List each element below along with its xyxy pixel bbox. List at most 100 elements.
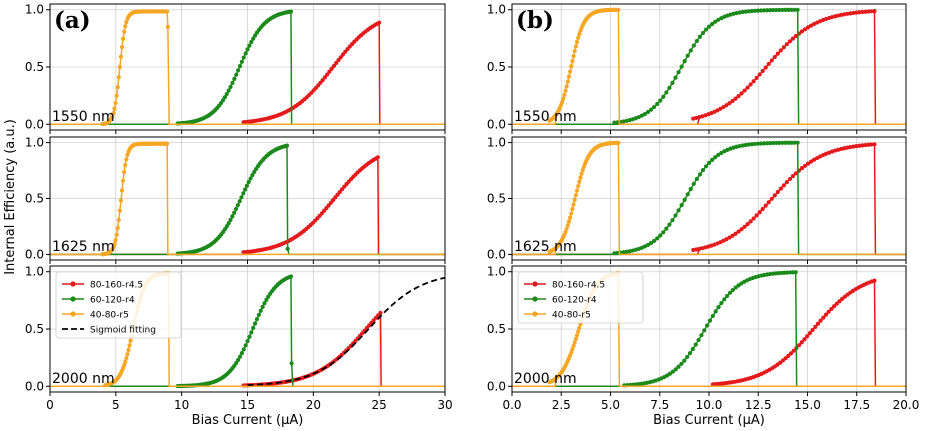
- data-point: [691, 181, 696, 186]
- data-point: [284, 143, 290, 148]
- data-point: [682, 59, 687, 64]
- data-point: [642, 111, 648, 117]
- data-point: [736, 229, 741, 234]
- markers-40-80-r5: [547, 140, 621, 254]
- data-point: [566, 219, 572, 224]
- subplot-col2-row3: 0.0 0.5 1.0 0.0 2.5 5.0 7.5 10.0 12.5 15.0 17.5 20.…: [487, 265, 919, 412]
- data-point: [751, 216, 756, 221]
- data-point: [691, 43, 696, 48]
- data-point: [576, 183, 581, 189]
- data-point: [570, 206, 575, 212]
- data-point: [743, 9, 748, 14]
- y-tick-label: 0.5: [25, 322, 44, 336]
- data-point: [264, 297, 269, 302]
- data-point: [114, 232, 119, 237]
- data-point: [165, 24, 170, 30]
- data-point: [112, 106, 117, 111]
- data-point: [661, 94, 666, 99]
- data-point: [763, 65, 768, 70]
- data-point: [165, 9, 170, 14]
- legend-box: [55, 271, 182, 339]
- data-point: [863, 142, 868, 148]
- data-point: [730, 98, 735, 104]
- data-point: [616, 140, 621, 145]
- data-point: [766, 200, 771, 205]
- legend-swatch-marker: [532, 311, 538, 317]
- data-point: [705, 323, 710, 328]
- sigmoid-fit-line: [247, 276, 445, 387]
- data-point: [237, 354, 243, 359]
- wavelength-label: 1625 nm: [52, 239, 115, 255]
- data-point: [568, 69, 573, 74]
- y-tick-label: 0.5: [487, 322, 506, 336]
- data-point: [570, 347, 575, 352]
- subplot-col1-row3: 0.0 0.5 1.0 0 5 10 15 20 25 30 2000 nm 80-160-r4.5 6…: [25, 265, 453, 412]
- data-point: [682, 197, 687, 202]
- data-point: [578, 175, 583, 180]
- data-point: [682, 358, 687, 363]
- data-point: [745, 85, 750, 90]
- data-point: [685, 192, 690, 197]
- data-point: [716, 304, 721, 310]
- data-point: [288, 274, 294, 279]
- data-point: [241, 347, 246, 352]
- wavelength-label: 1550 nm: [52, 109, 115, 125]
- data-point: [570, 58, 575, 64]
- data-point: [740, 9, 745, 15]
- data-point: [768, 8, 773, 13]
- legend-swatch-marker: [532, 296, 538, 302]
- legend: 80-160-r4.5 60-120-r4 40-80-r5: [517, 271, 644, 324]
- data-point: [112, 242, 117, 247]
- data-point: [580, 168, 585, 173]
- data-point: [799, 340, 804, 345]
- data-point: [239, 351, 244, 356]
- data-point: [799, 29, 805, 34]
- data-point: [787, 176, 793, 182]
- data-point: [696, 337, 701, 343]
- data-point: [685, 354, 690, 360]
- y-axis-label: Internal Efficiency (a.u.): [3, 119, 18, 275]
- data-point: [118, 198, 124, 203]
- markers-80-160-r4.5: [691, 142, 877, 253]
- data-point: [781, 183, 786, 188]
- data-point: [260, 304, 265, 309]
- data-point: [774, 7, 779, 13]
- data-point: [564, 226, 569, 231]
- data-point: [237, 63, 243, 69]
- y-tick-label: 0.0: [487, 117, 506, 131]
- y-tick-label: 1.0: [25, 136, 44, 150]
- subplot-col1-row1: 0.0 0.5 1.0 1550 nm (a): [25, 3, 446, 134]
- data-point: [124, 157, 129, 162]
- data-point: [758, 8, 764, 13]
- data-point: [125, 152, 130, 158]
- data-point: [760, 206, 765, 212]
- data-point: [569, 350, 574, 355]
- data-point: [113, 238, 118, 243]
- data-point: [775, 189, 780, 195]
- data-point: [685, 53, 690, 58]
- data-point: [860, 9, 865, 15]
- x-tick-label: 20: [306, 398, 321, 412]
- data-point: [564, 84, 569, 89]
- data-point: [679, 361, 684, 366]
- data-point: [120, 178, 126, 183]
- y-tick-label: 0.5: [487, 192, 506, 206]
- y-tick-label: 0.0: [487, 379, 506, 393]
- markers-40-80-r5: [100, 141, 170, 257]
- data-point: [725, 293, 730, 299]
- data-point: [652, 104, 657, 110]
- legend-swatch-marker: [70, 281, 76, 287]
- data-point: [243, 187, 248, 192]
- data-point: [703, 164, 709, 169]
- data-point: [648, 107, 654, 112]
- data-point: [224, 91, 229, 97]
- data-point: [860, 143, 865, 148]
- data-point: [796, 343, 802, 348]
- data-point: [710, 313, 715, 319]
- data-point: [727, 235, 732, 240]
- data-point: [247, 43, 252, 48]
- data-point: [235, 203, 240, 208]
- data-point: [670, 80, 675, 85]
- data-point: [749, 142, 754, 147]
- x-tick-label: 15: [240, 398, 255, 412]
